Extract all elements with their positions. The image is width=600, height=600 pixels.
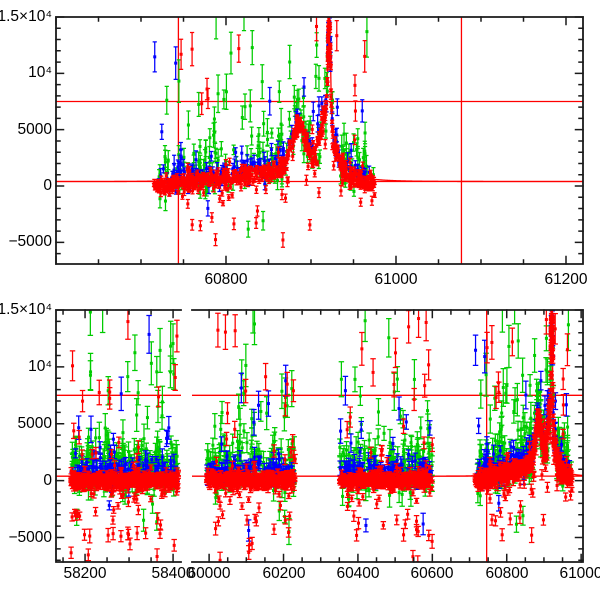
y-tick-label: 0	[43, 472, 52, 489]
x-tick-label: 60800	[485, 565, 529, 582]
x-tick-label: 58400	[151, 565, 195, 582]
y-tick-label: 1.5×10⁴	[0, 301, 52, 318]
x-tick-label: 61000	[374, 271, 418, 288]
y-tick-label: 5000	[17, 121, 52, 138]
y-tick-label: 10⁴	[28, 64, 52, 81]
x-tick-label: 60200	[262, 565, 306, 582]
x-tick-label: 61000	[559, 565, 600, 582]
y-tick-label: 1.5×10⁴	[0, 8, 52, 25]
y-tick-label: 5000	[17, 415, 52, 432]
x-tick-label: 60600	[410, 565, 454, 582]
x-tick-label: 61200	[544, 271, 588, 288]
x-tick-label: 60800	[204, 271, 248, 288]
y-tick-label: −5000	[8, 233, 52, 250]
y-tick-label: 0	[43, 177, 52, 194]
y-tick-label: −5000	[8, 529, 52, 546]
y-tick-label: 10⁴	[28, 358, 52, 375]
x-tick-label: 60000	[187, 565, 231, 582]
x-tick-label: 60400	[336, 565, 380, 582]
x-tick-label: 58200	[63, 565, 107, 582]
